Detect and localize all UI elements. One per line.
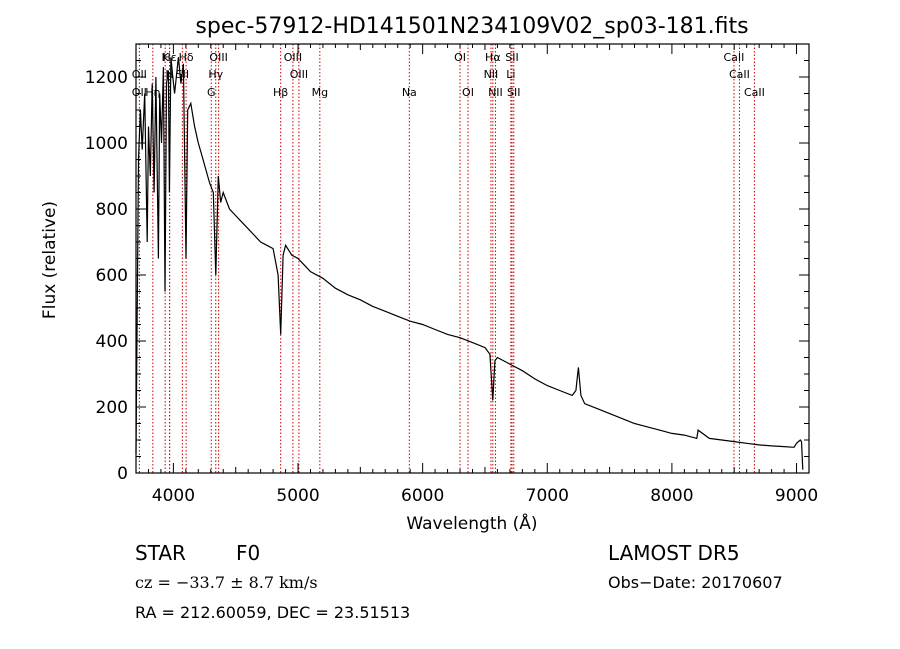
line-label-hα: Hα: [485, 51, 501, 64]
line-label-mg: Mg: [312, 86, 328, 99]
y-tick-label: 400: [96, 332, 128, 352]
x-tick-label: 9000: [775, 486, 818, 506]
x-tick-label: 5000: [276, 486, 319, 506]
subclass: F0: [236, 541, 260, 565]
line-label-k: K: [162, 51, 170, 64]
line-label-hβ: Hβ: [273, 86, 288, 99]
line-label-hδ: Hδ: [179, 51, 194, 64]
y-tick-label: 1000: [85, 134, 128, 154]
line-label-hε: Hε: [163, 51, 177, 64]
redshift-velocity: cz = −33.7 ± 8.7 km/s: [135, 573, 318, 592]
spectral-line-markers: [138, 44, 755, 473]
plot-frame: [135, 43, 810, 474]
line-label-caii: CaII: [744, 86, 765, 99]
line-label-li: Li: [506, 68, 515, 81]
y-axis-label: Flux (relative): [40, 201, 60, 319]
line-label-caii: CaII: [724, 51, 745, 64]
line-label-oi: OI: [462, 86, 474, 99]
line-label-oii: OII: [132, 68, 147, 81]
x-tick-label: 7000: [526, 486, 569, 506]
line-label-hγ: Hγ: [208, 68, 223, 81]
line-label-oiii: OIII: [284, 51, 302, 64]
line-label-oi: OI: [454, 51, 466, 64]
chart-title: spec-57912-HD141501N234109V02_sp03-181.f…: [195, 14, 748, 39]
line-label-oiii: OIII: [209, 51, 227, 64]
y-tick-label: 800: [96, 200, 128, 220]
line-label-g: G: [207, 86, 216, 99]
coordinates: RA = 212.60059, DEC = 23.51513: [135, 603, 410, 622]
object-class: STAR: [135, 541, 186, 565]
x-tick-label: 6000: [401, 486, 444, 506]
y-tick-label: 600: [96, 266, 128, 286]
line-label-na: Na: [402, 86, 417, 99]
line-label-nii: NII: [484, 68, 499, 81]
observation-date: Obs−Date: 20170607: [608, 573, 783, 592]
x-axis: 4000 5000 6000 7000 8000 9000: [147, 44, 818, 506]
line-label-oii: OII: [132, 86, 147, 99]
y-tick-label: 0: [117, 464, 128, 484]
spectrum-series-line: [135, 57, 804, 470]
line-label-h: H: [165, 68, 173, 81]
line-label-sii: SII: [507, 86, 520, 99]
y-axis: 0 200 400 600 800 1000 1200: [85, 43, 809, 484]
line-label-nii: NII: [488, 86, 503, 99]
line-label-sii: SII: [176, 68, 189, 81]
survey-name: LAMOST DR5: [608, 541, 740, 565]
x-tick-label: 4000: [152, 486, 195, 506]
line-label-hη: Hη: [145, 86, 160, 99]
line-label-caii: CaII: [729, 68, 750, 81]
x-axis-label: Wavelength (Å): [406, 512, 537, 534]
line-label-sii: SII: [505, 51, 518, 64]
line-label-oiii: OIII: [290, 68, 308, 81]
y-tick-label: 1200: [85, 68, 128, 88]
x-tick-label: 8000: [650, 486, 693, 506]
y-tick-label: 200: [96, 398, 128, 418]
